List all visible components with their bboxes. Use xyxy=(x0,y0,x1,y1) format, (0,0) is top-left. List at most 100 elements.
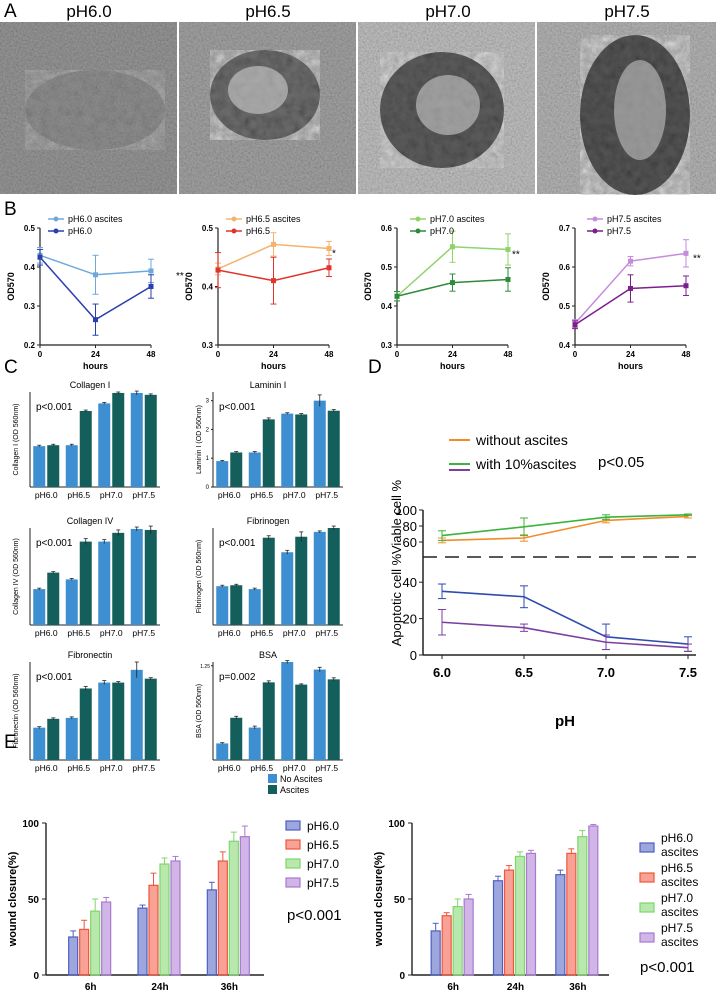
legend-swatch xyxy=(285,820,301,831)
data-point xyxy=(628,258,633,264)
p-value: p<0.001 xyxy=(219,402,256,413)
bar xyxy=(33,589,46,625)
legend-swatch xyxy=(285,839,301,850)
y-axis-label: Laminin I (OD 560nm) xyxy=(196,405,203,474)
x-tick-label: 6.0 xyxy=(433,665,451,680)
y-tick-label: 0.7 xyxy=(559,224,571,233)
data-point xyxy=(271,241,276,247)
y-axis-label: OD570 xyxy=(184,272,194,301)
data-point xyxy=(505,276,511,282)
data-point xyxy=(572,322,578,328)
y-axis-label: Collagen I (OD 560nm) xyxy=(13,404,20,476)
x-tick-label: 0 xyxy=(216,350,221,359)
micrograph-ph6-5 xyxy=(179,22,356,194)
y-tick-label: 80 xyxy=(403,519,417,534)
legend-label: without ascites xyxy=(475,432,568,448)
x-tick-label: 24 xyxy=(626,350,635,359)
bar xyxy=(262,419,275,487)
bar xyxy=(248,452,261,487)
y-axis-label: BSA (OD 560nm) xyxy=(196,684,203,738)
panel-label-d: D xyxy=(368,357,382,378)
bar xyxy=(441,915,452,976)
bar xyxy=(144,529,157,625)
data-point xyxy=(326,245,332,251)
bar xyxy=(137,907,148,976)
legend-marker xyxy=(415,228,421,234)
y-axis-label: OD570 xyxy=(6,272,16,301)
bar xyxy=(239,836,250,976)
legend-swatch xyxy=(639,872,655,883)
y-tick-label: 40 xyxy=(403,575,417,590)
legend-label: pH7.5 ascites xyxy=(607,214,662,224)
y-axis-label: Collagen IV (OD 560nm) xyxy=(13,538,20,615)
data-point xyxy=(271,278,276,284)
chart-b4: 0.4 0.5 0.6 0.7 0 24 48 hours OD570 pH7.5 ascites… xyxy=(541,214,701,371)
y-tick-label: 0 xyxy=(206,485,210,491)
bar xyxy=(130,392,143,487)
bar xyxy=(144,678,157,760)
bar xyxy=(216,461,229,487)
y-tick-label: 0 xyxy=(410,648,417,663)
bar xyxy=(313,669,326,760)
legend-label: pH6.0 xyxy=(68,226,92,236)
legend-swatch xyxy=(639,842,655,853)
y-tick-label: 0.5 xyxy=(24,224,36,233)
x-tick-label: pH6.5 xyxy=(67,490,90,500)
x-tick-label: 6h xyxy=(85,982,97,992)
x-tick-label: 48 xyxy=(147,350,156,359)
y-tick-label: 1 xyxy=(206,456,210,462)
x-tick-label: pH6.5 xyxy=(67,763,90,773)
y-axis-label: OD570 xyxy=(541,272,551,301)
bar xyxy=(79,541,92,625)
bar xyxy=(248,727,261,760)
chart-c4: Fibrinogen Fibrinogen (OD 560nm) p<0.001 pH… xyxy=(196,516,343,638)
series-line xyxy=(441,590,689,645)
legend-label: ascites xyxy=(661,905,698,919)
x-axis-label: hours xyxy=(440,361,465,371)
x-tick-label: pH7.5 xyxy=(315,490,338,500)
y-tick-label: 100 xyxy=(22,819,39,830)
x-tick-label: pH7.0 xyxy=(283,490,306,500)
bar xyxy=(228,840,239,976)
x-tick-label: pH6.5 xyxy=(67,628,90,638)
micrograph-title: pH6.5 xyxy=(245,2,290,21)
x-tick-label: pH6.0 xyxy=(35,628,58,638)
x-axis-label: hours xyxy=(83,361,108,371)
bar xyxy=(248,589,261,625)
bar xyxy=(230,452,243,487)
y-tick-label: 0.4 xyxy=(24,263,36,272)
y-tick-label: 2 xyxy=(206,427,210,433)
bar xyxy=(281,662,294,760)
legend-label: pH7.5 xyxy=(607,226,631,236)
data-point xyxy=(683,283,689,289)
series-line xyxy=(441,514,689,537)
data-point xyxy=(394,293,400,299)
bar xyxy=(327,410,340,487)
chart-c2: Laminin I Laminin I (OD 560nm) 0 1 2 3 p<0.001… xyxy=(196,380,343,500)
p-value: p<0.001 xyxy=(36,672,73,683)
legend-label: pH7.5 xyxy=(307,876,339,890)
legend-label: with 10%ascites xyxy=(475,456,576,472)
data-point xyxy=(505,246,511,252)
chart-title: Fibronectin xyxy=(68,650,113,660)
bar xyxy=(47,572,60,625)
y-tick-label: 0.4 xyxy=(202,283,214,292)
bar xyxy=(206,889,217,976)
x-tick-label: 36h xyxy=(221,982,238,992)
x-tick-label: 24 xyxy=(269,350,278,359)
significance-mark: ** xyxy=(176,271,184,282)
legend-label: pH6.0 xyxy=(661,831,693,845)
bar xyxy=(216,586,229,625)
bar xyxy=(65,579,78,625)
chart-e1: 0 50 100 wound closure(%) 6h 24h 36h pH6.0 pH6.5… xyxy=(7,819,342,992)
y-axis-label: OD570 xyxy=(363,272,373,301)
y-tick-label: 0.5 xyxy=(202,224,214,233)
significance-mark: ** xyxy=(693,253,701,264)
bar xyxy=(430,930,441,976)
legend-label: pH6.5 xyxy=(307,838,339,852)
bar xyxy=(327,679,340,760)
legend-label: pH7.0 ascites xyxy=(430,214,485,224)
y-axis-label: Fibronectin (OD 560nm) xyxy=(13,673,20,748)
bar xyxy=(588,825,599,976)
y-axis-label: wound closure(%) xyxy=(373,851,385,947)
